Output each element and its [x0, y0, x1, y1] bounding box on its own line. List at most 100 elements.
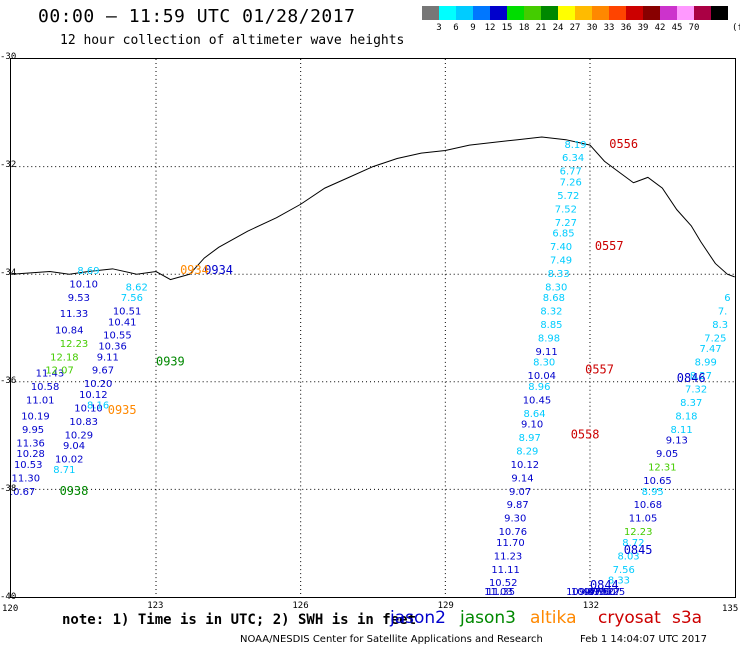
wave-height-value: 11.43 — [36, 368, 65, 379]
wave-height-value: 8.97 — [519, 433, 541, 444]
latitude-tick-label: -40 — [0, 592, 17, 602]
wave-height-value: 8.30 — [533, 358, 555, 369]
wave-height-value: 8.03 — [617, 551, 639, 562]
colorbar-swatch — [456, 6, 473, 20]
wave-height-value: 11.33 — [60, 309, 88, 320]
wave-height-value: 10.04 — [528, 371, 557, 382]
wave-height-value: 7.40 — [550, 242, 572, 253]
colorbar-tick-label: 70 — [688, 23, 700, 33]
colorbar-tick-label: 30 — [586, 23, 598, 33]
colorbar-swatch — [541, 6, 558, 20]
wave-height-value: 8.11 — [671, 425, 693, 436]
wave-height-value: 10.53 — [14, 460, 42, 471]
wave-height-value: 10.76 — [499, 527, 528, 538]
latitude-tick-label: -32 — [0, 160, 17, 170]
wave-height-value: 9.10 — [521, 420, 543, 431]
altimeter-map: 10.10 9.53 11.33 10.84 11.43 10.58 11.01 10.19 9… — [10, 58, 736, 598]
wave-height-value: 12.07 — [45, 366, 73, 377]
latitude-tick-label: -34 — [0, 268, 17, 278]
wave-height-value: 9.70 — [589, 587, 611, 598]
wave-height-value: 8.3 — [712, 320, 728, 331]
wave-height-value: 10.58 — [31, 382, 59, 393]
wave-height-value: 8.64 — [523, 409, 545, 420]
wave-height-value: 11.01 — [26, 395, 54, 406]
colorbar-tick-label: 27 — [569, 23, 581, 33]
wave-height-value: 7.25 — [704, 333, 726, 344]
wave-height-value: 9.67 — [92, 366, 114, 377]
wave-height-value: 8.99 — [695, 358, 717, 369]
colorbar-tick-label: 3 — [436, 23, 442, 33]
colorbar-swatch — [643, 6, 660, 20]
wave-height-value: 9.11 — [536, 347, 558, 358]
longitude-tick-label: 132 — [582, 601, 600, 611]
credit-line: NOAA/NESDIS Center for Satellite Applica… — [240, 634, 543, 645]
pass-time-label: 0557 — [585, 363, 614, 377]
wave-height-value: 10.84 — [55, 325, 84, 336]
map-title: 00:00 – 11:59 UTC 01/28/2017 — [38, 6, 356, 27]
wave-height-value: 11.03 — [484, 587, 513, 598]
wave-height-value: 11.05 — [629, 514, 658, 525]
units-note: note: 1) Time is in UTC; 2) SWH is in fe… — [62, 612, 417, 628]
wave-height-value: 10.36 — [98, 342, 127, 353]
colorbar-tick-label: 15 — [501, 23, 513, 33]
wave-height-value: 10.52 — [489, 578, 518, 589]
colorbar-tick-label: 33 — [603, 23, 615, 33]
colorbar-swatch — [524, 6, 541, 20]
wave-height-value: 8.33 — [548, 269, 570, 280]
coastline — [11, 136, 735, 281]
colorbar-swatch — [490, 6, 507, 20]
wave-height-value: 10.41 — [108, 317, 137, 328]
wave-height-value: 8.32 — [540, 307, 562, 318]
pass-time-label: 0935 — [108, 403, 137, 417]
colorbar-tick-label: 45 — [671, 23, 683, 33]
units-label: (ft) — [732, 23, 740, 33]
wave-height-value: 11.35 — [487, 587, 516, 598]
colorbar-swatch — [660, 6, 677, 20]
wave-height-value: 8.72 — [622, 538, 644, 549]
wave-height-value: 7.47 — [699, 344, 721, 355]
colorbar-swatch — [592, 6, 609, 20]
colorbar-swatch — [677, 6, 694, 20]
wave-height-observations: 10.10 9.53 11.33 10.84 11.43 10.58 11.01 10.19 9… — [11, 140, 731, 598]
wave-height-value: 9.25 — [603, 587, 625, 598]
wave-height-value: 12.18 — [50, 352, 78, 363]
map-subtitle: 12 hour collection of altimeter wave hei… — [60, 33, 405, 48]
wave-height-value: 10.45 — [523, 395, 552, 406]
wave-height-value: 8.16 — [87, 401, 109, 412]
wave-height-value: 10.29 — [65, 430, 93, 441]
colorbar-swatch — [694, 6, 711, 20]
latitude-tick-label: -36 — [0, 376, 17, 386]
wave-height-value: 10.20 — [84, 379, 113, 390]
wave-height-value: 11.70 — [496, 538, 525, 549]
wave-height-value: 10.28 — [16, 449, 45, 460]
wave-height-value: 9.30 — [504, 514, 526, 525]
wave-height-value: 11.11 — [491, 565, 520, 576]
wave-height-value: 7.56 — [121, 293, 143, 304]
wave-height-value: 8.29 — [516, 446, 538, 457]
longitude-tick-label: 126 — [292, 601, 309, 611]
colorbar-tick-label: 36 — [620, 23, 632, 33]
wave-height-value: 7.49 — [550, 255, 572, 266]
legend-altika: altika — [530, 608, 577, 628]
wave-height-value: 9.14 — [511, 473, 533, 484]
wave-height-colorbar — [422, 6, 728, 20]
wave-height-value: 12.31 — [648, 463, 677, 474]
colorbar-tick-label: 9 — [470, 23, 476, 33]
wave-height-value: 9.70 — [584, 587, 606, 598]
wave-height-value: 10.55 — [103, 331, 132, 342]
wave-height-value: 10.46 — [566, 587, 595, 598]
colorbar-tick-label: 24 — [552, 23, 564, 33]
pass-time-label: 0558 — [571, 427, 600, 441]
wave-height-value: 12.23 — [60, 339, 88, 350]
wave-height-value: 10.81 — [571, 587, 600, 598]
colorbar-tick-label: 18 — [518, 23, 530, 33]
legend-jason3: jason3 — [460, 608, 516, 628]
wave-height-value: 8.85 — [540, 320, 562, 331]
colorbar-swatch — [439, 6, 456, 20]
colorbar-swatch — [711, 6, 728, 20]
wave-height-value: 7.32 — [685, 385, 707, 396]
pass-time-label: 0844 — [590, 578, 619, 592]
wave-height-value: 8.62 — [126, 282, 148, 293]
wave-height-value: 8.96 — [528, 382, 550, 393]
colorbar-swatch — [609, 6, 626, 20]
